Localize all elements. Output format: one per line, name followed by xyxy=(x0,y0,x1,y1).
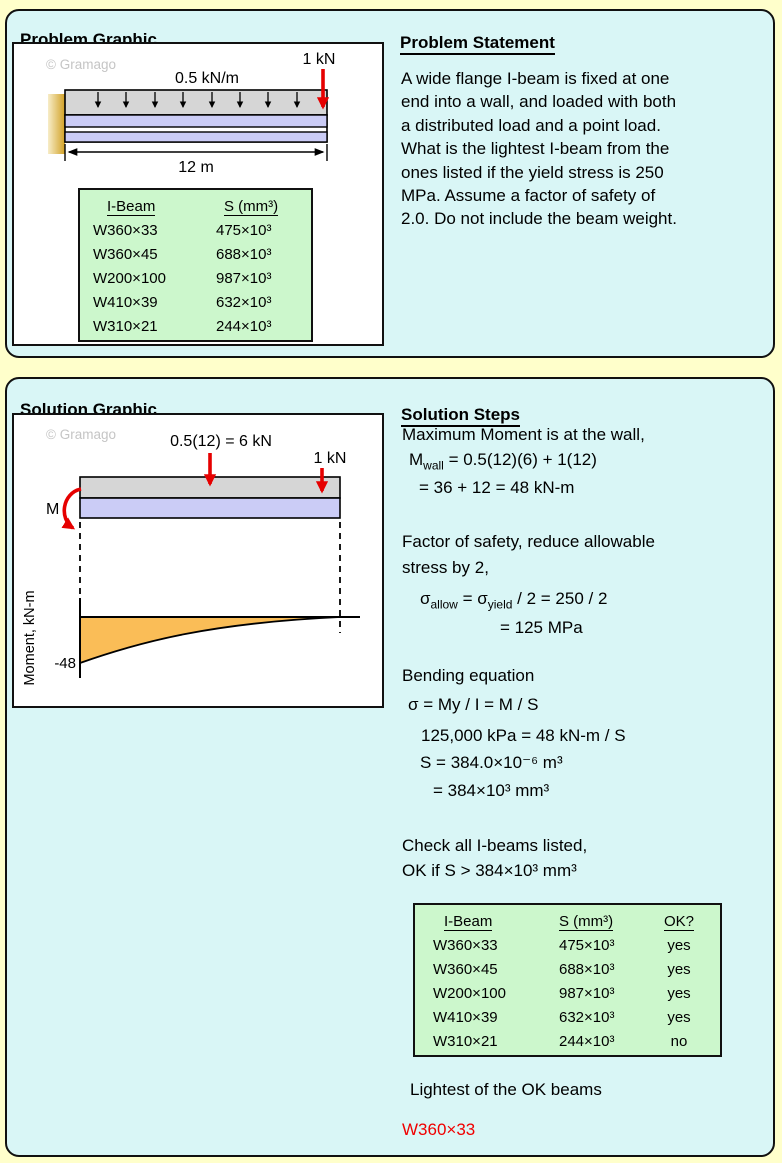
moment-area-fill xyxy=(80,617,340,663)
moment-arc-arrow xyxy=(61,487,82,530)
beam-name-cell: W200×100 xyxy=(93,270,166,287)
header-ibeam: I-Beam xyxy=(444,913,493,931)
table-row: W360×45 688×10³ yes xyxy=(415,958,720,982)
ok-cell: yes xyxy=(667,961,691,978)
table-header-row: I-Beam S (mm³) xyxy=(80,195,311,219)
eq-sigma-result: = 125 MPa xyxy=(500,618,583,637)
table-row: W410×39 632×10³ xyxy=(80,291,311,315)
beam-name-cell: W410×39 xyxy=(433,1009,498,1026)
ok-cell: no xyxy=(670,1033,688,1050)
problem-panel: Problem Graphic xyxy=(5,9,775,358)
watermark: © Gramago xyxy=(46,57,116,72)
dimension-line xyxy=(64,144,328,161)
beam-name-cell: W310×21 xyxy=(93,318,158,335)
watermark: © Gramago xyxy=(46,427,116,442)
beam-name-cell: W360×45 xyxy=(433,961,498,978)
problem-statement-text: A wide flange I-beam is fixed at one end… xyxy=(401,69,677,229)
distributed-load-arrows xyxy=(94,92,301,109)
fixed-wall xyxy=(48,94,65,154)
beam-name-cell: W360×33 xyxy=(93,222,158,239)
eq-mwall-result: = 36 + 12 = 48 kN-m xyxy=(419,478,575,497)
step-fos-intro: Factor of safety, reduce allowable stres… xyxy=(402,532,655,577)
answer-beam: W360×33 xyxy=(402,1120,476,1139)
solution-graphic-box: © Gramago 0.5(12) = 6 kN 1 kN M xyxy=(12,413,384,708)
section-modulus-cell: 632×10³ xyxy=(216,294,272,311)
table-row: W360×33 475×10³ yes xyxy=(415,934,720,958)
ibeam-table: I-Beam S (mm³) W360×33 475×10³ W360×45 6… xyxy=(78,188,313,342)
step-check-line2: OK if S > 384×10³ mm³ xyxy=(402,861,577,880)
point-load-label: 1 kN xyxy=(314,450,347,467)
problem-statement-title: Problem Statement xyxy=(400,33,555,55)
solution-panel: Solution Graphic © Gramago 0.5(12) = 6 k… xyxy=(5,377,775,1157)
solution-steps-title: Solution Steps xyxy=(401,405,520,427)
moment-label: M xyxy=(46,501,59,518)
eq-sigma-allow: σallow = σyield / 2 = 250 / 2 xyxy=(420,589,608,612)
min-moment-label: -48 xyxy=(54,655,76,672)
ok-cell: yes xyxy=(667,985,691,1002)
header-s: S (mm³) xyxy=(224,198,279,216)
beam-bottom-flange xyxy=(64,131,328,143)
section-modulus-cell: 688×10³ xyxy=(216,246,272,263)
section-modulus-cell: 688×10³ xyxy=(559,961,615,978)
section-modulus-cell: 632×10³ xyxy=(559,1009,615,1026)
moment-curve xyxy=(79,616,341,664)
table-header-row: I-Beam S (mm³) OK? xyxy=(415,910,720,934)
distributed-load-block xyxy=(64,89,328,116)
section-modulus-cell: 244×10³ xyxy=(559,1033,615,1050)
table-row: W410×39 632×10³ yes xyxy=(415,1006,720,1030)
eq-bending-3: S = 384.0×10⁻⁶ m³ xyxy=(420,753,563,772)
section-modulus-cell: 475×10³ xyxy=(559,937,615,954)
beam-name-cell: W310×21 xyxy=(433,1033,498,1050)
header-ibeam: I-Beam xyxy=(107,198,156,216)
ok-cell: yes xyxy=(667,1009,691,1026)
eq-mwall: Mwall = 0.5(12)(6) + 1(12) xyxy=(409,450,597,473)
length-label: 12 m xyxy=(178,159,214,176)
beam-name-cell: W410×39 xyxy=(93,294,158,311)
projection-lines xyxy=(79,522,341,633)
beam-name-cell: W200×100 xyxy=(433,985,506,1002)
table-row: W200×100 987×10³ xyxy=(80,267,311,291)
section-modulus-cell: 987×10³ xyxy=(559,985,615,1002)
eq-bending-4: = 384×10³ mm³ xyxy=(433,781,550,800)
closing-line: Lightest of the OK beams xyxy=(410,1080,602,1099)
eq-bending-1: σ = My / I = M / S xyxy=(408,695,539,714)
beam-name-cell: W360×33 xyxy=(433,937,498,954)
table-row: W310×21 244×10³ no xyxy=(415,1030,720,1054)
point-load-label: 1 kN xyxy=(303,51,336,68)
table-row: W310×21 244×10³ xyxy=(80,315,311,339)
table-row: W360×45 688×10³ xyxy=(80,243,311,267)
ok-cell: yes xyxy=(667,937,691,954)
section-modulus-cell: 475×10³ xyxy=(216,222,272,239)
step-check-line1: Check all I-beams listed, xyxy=(402,836,588,855)
check-table: I-Beam S (mm³) OK? W360×33 475×10³ yes W… xyxy=(413,903,722,1057)
beam-top-flange xyxy=(64,114,328,128)
beam-name-cell: W360×45 xyxy=(93,246,158,263)
table-row: W360×33 475×10³ xyxy=(80,219,311,243)
moment-axis-label: Moment, kN-m xyxy=(22,590,38,685)
step-bending-intro: Bending equation xyxy=(402,666,535,685)
problem-graphic-box: © Gramago xyxy=(12,42,384,346)
header-s: S (mm³) xyxy=(559,913,614,931)
distributed-load-label: 0.5 kN/m xyxy=(175,70,239,87)
section-modulus-cell: 244×10³ xyxy=(216,318,272,335)
resultant-load-label: 0.5(12) = 6 kN xyxy=(170,433,272,450)
problem-beam-diagram: © Gramago xyxy=(46,51,336,176)
eq-bending-2: 125,000 kPa = 48 kN-m / S xyxy=(421,726,626,745)
beam-body xyxy=(79,497,341,519)
table-row: W200×100 987×10³ yes xyxy=(415,982,720,1006)
solution-diagram: © Gramago 0.5(12) = 6 kN 1 kN M xyxy=(22,427,360,686)
header-ok: OK? xyxy=(663,913,694,931)
step-max-moment-intro: Maximum Moment is at the wall, xyxy=(402,425,645,444)
section-modulus-cell: 987×10³ xyxy=(216,270,272,287)
